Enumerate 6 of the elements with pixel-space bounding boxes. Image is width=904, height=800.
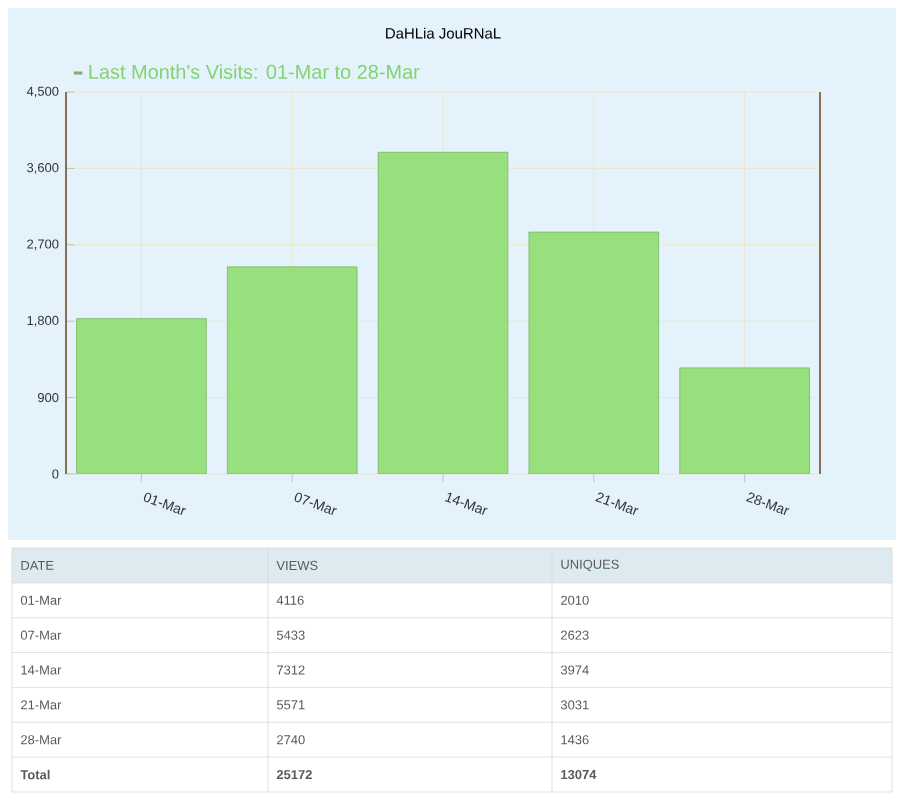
text: Last Month's Visits: 01-Mar to 28-Mar <box>89 64 420 79</box>
bar <box>528 232 659 474</box>
bar <box>76 318 207 474</box>
bar <box>378 152 508 474</box>
bar <box>227 266 358 474</box>
bar <box>679 367 810 474</box>
